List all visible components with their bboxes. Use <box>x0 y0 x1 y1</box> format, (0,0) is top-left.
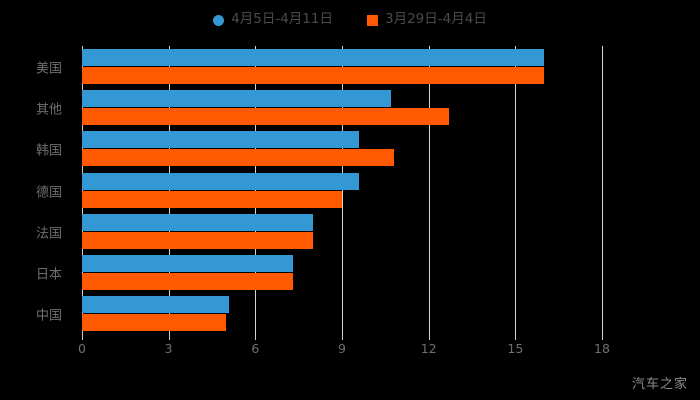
gridline-x-3 <box>342 46 343 335</box>
bar-法国-series-1[interactable] <box>82 213 314 231</box>
x-tick-label-0: 0 <box>78 341 86 356</box>
x-tick-label-6: 6 <box>251 341 260 356</box>
bar-韩国-series-2[interactable] <box>82 149 394 167</box>
gridline-x-6 <box>602 46 603 335</box>
x-tick-mark-2 <box>255 335 257 340</box>
bar-日本-series-2[interactable] <box>82 273 293 291</box>
bar-韩国-series-1[interactable] <box>82 131 360 149</box>
legend-label-series-1: 4月5日-4月11日 <box>231 11 333 28</box>
y-tick-label-其他: 其他 <box>35 102 62 118</box>
legend-item-series-2[interactable]: 3月29日-4月4日 <box>367 13 487 27</box>
y-axis: 中国 日本 法国 德国 韩国 其他 美国 <box>0 46 74 335</box>
x-axis: 0 3 6 9 12 15 18 <box>78 335 610 361</box>
bar-中国-series-2[interactable] <box>82 314 227 332</box>
x-tick-mark-3 <box>342 335 343 340</box>
y-tick-label-韩国: 韩国 <box>35 143 62 159</box>
bar-德国-series-2[interactable] <box>82 190 342 208</box>
bar-group <box>82 296 602 332</box>
watermark: 汽车之家 <box>631 377 688 392</box>
bar-美国-series-2[interactable] <box>82 66 545 84</box>
x-tick-mark-4 <box>428 335 430 340</box>
bar-日本-series-1[interactable] <box>82 255 293 273</box>
bar-其他-series-1[interactable] <box>82 89 392 107</box>
legend-swatch-icon-series-1 <box>213 14 225 26</box>
legend-item-series-1[interactable]: 4月5日-4月11日 <box>213 13 333 27</box>
bar-法国-series-2[interactable] <box>82 231 314 249</box>
x-tick-label-12: 12 <box>420 341 437 356</box>
plot-area <box>82 46 603 335</box>
x-tick-label-18: 18 <box>594 341 610 356</box>
bar-group <box>82 213 602 250</box>
y-tick-label-日本: 日本 <box>35 267 62 283</box>
x-tick-mark-1 <box>168 335 170 340</box>
bar-group <box>82 255 602 291</box>
gridline-x-5 <box>515 46 517 335</box>
x-tick-mark-6 <box>602 335 603 340</box>
y-tick-label-中国: 中国 <box>35 308 62 324</box>
chart-legend: 4月5日-4月11日 3月29日-4月4日 <box>0 8 700 32</box>
bar-中国-series-1[interactable] <box>82 296 230 314</box>
x-tick-mark-5 <box>515 335 517 340</box>
y-tick-label-法国: 法国 <box>35 226 62 242</box>
bar-group <box>82 131 602 167</box>
gridline-x-4 <box>428 46 430 335</box>
x-tick-label-9: 9 <box>338 341 346 356</box>
legend-swatch-icon-series-2 <box>367 14 378 26</box>
legend-label-series-2: 3月29日-4月4日 <box>385 11 487 28</box>
x-tick-label-15: 15 <box>507 341 524 356</box>
y-tick-label-德国: 德国 <box>35 185 62 200</box>
y-tick-label-美国: 美国 <box>35 61 62 77</box>
x-tick-mark-0 <box>82 335 83 340</box>
bar-group <box>82 172 602 209</box>
bar-其他-series-2[interactable] <box>82 107 449 125</box>
bar-美国-series-1[interactable] <box>82 48 545 66</box>
bar-group <box>82 48 602 85</box>
bar-德国-series-1[interactable] <box>82 172 360 190</box>
x-tick-label-3: 3 <box>164 341 173 356</box>
bar-group <box>82 89 602 126</box>
